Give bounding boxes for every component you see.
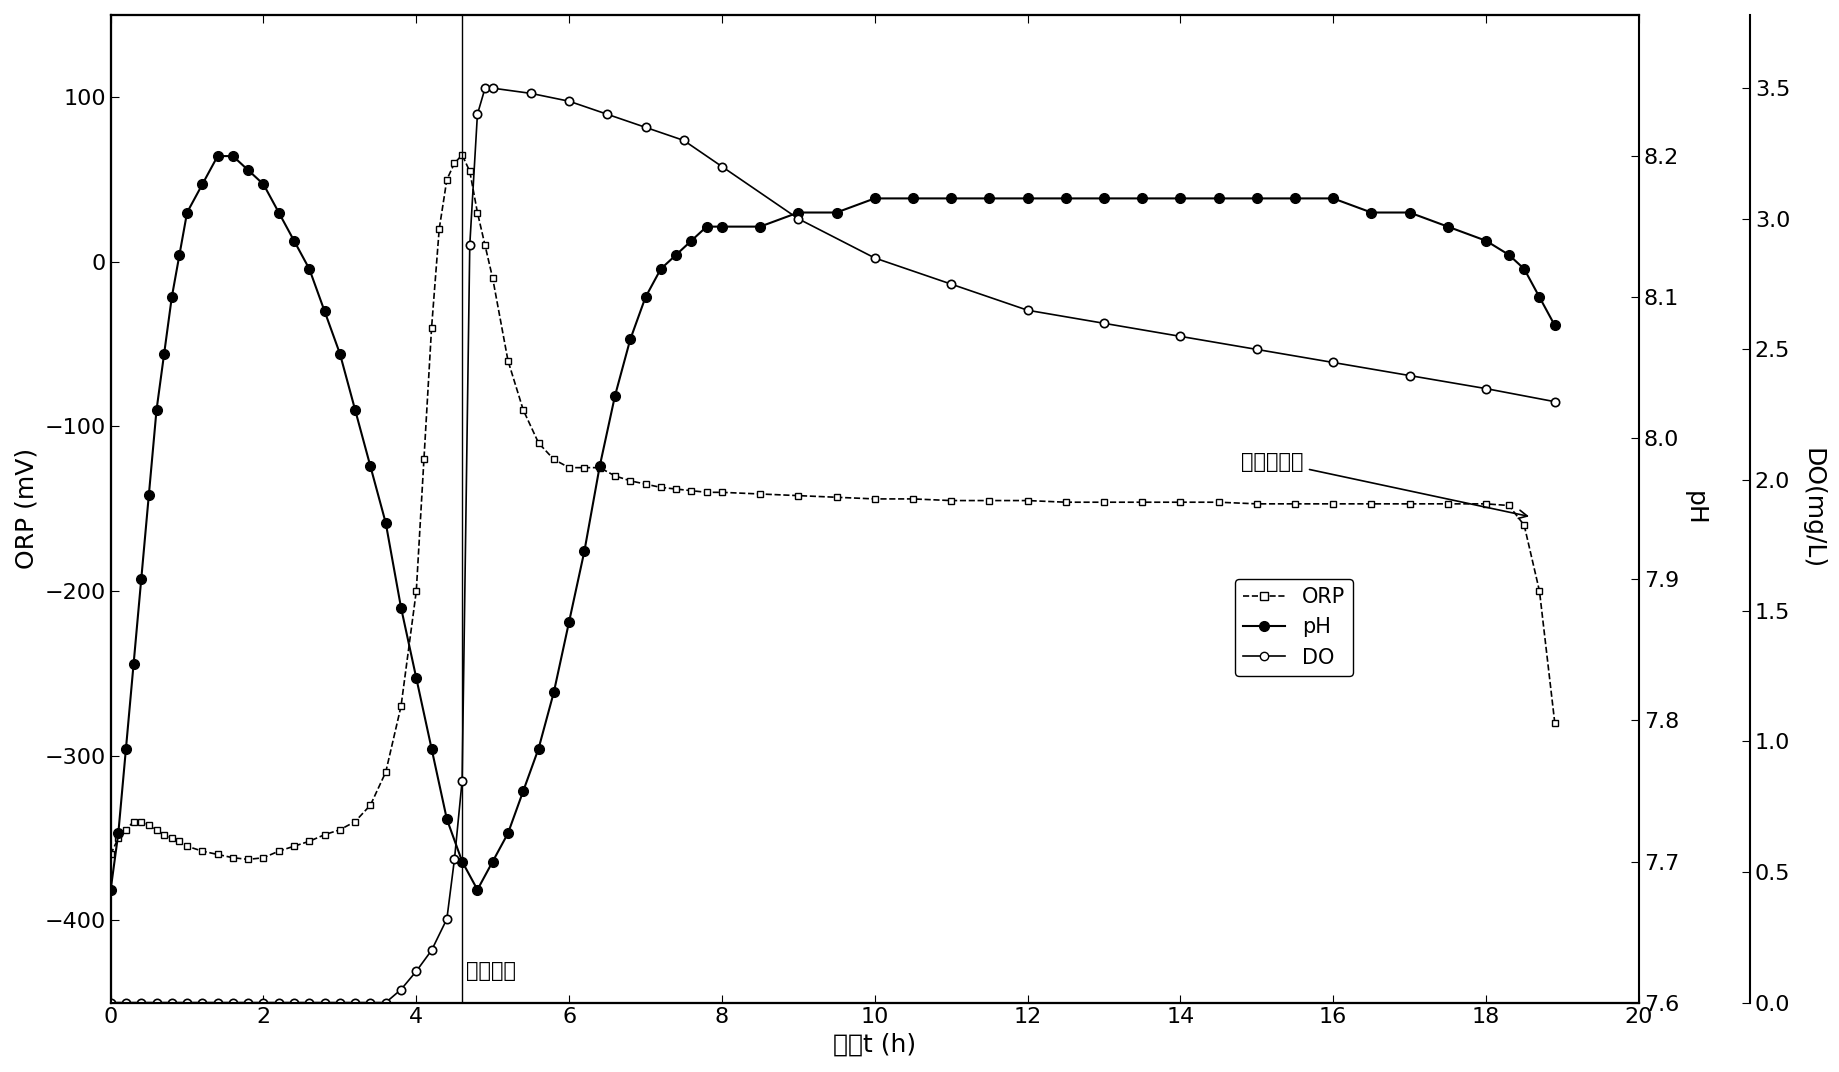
- X-axis label: 时间t (h): 时间t (h): [833, 1033, 916, 1057]
- DO: [329, 996, 351, 1009]
- ORP: [1092, 495, 1114, 508]
- DO: [405, 965, 427, 978]
- ORP: [145, 823, 167, 836]
- DO: [862, 252, 885, 265]
- pH: [99, 883, 121, 896]
- DO: [1543, 396, 1565, 408]
- pH: [1543, 319, 1565, 332]
- DO: [375, 996, 397, 1009]
- pH: [1245, 192, 1267, 205]
- DO: [99, 996, 121, 1009]
- Line: pH: pH: [107, 151, 1559, 894]
- ORP: [237, 853, 259, 866]
- DO: [1398, 369, 1420, 382]
- DO: [237, 996, 259, 1009]
- DO: [710, 160, 732, 173]
- Line: ORP: ORP: [107, 151, 1558, 863]
- Y-axis label: pH: pH: [1683, 491, 1707, 526]
- DO: [223, 996, 245, 1009]
- DO: [474, 81, 497, 94]
- DO: [177, 996, 199, 1009]
- DO: [787, 212, 809, 225]
- DO: [298, 996, 320, 1009]
- DO: [160, 996, 182, 1009]
- pH: [283, 235, 305, 248]
- DO: [191, 996, 213, 1009]
- DO: [458, 238, 480, 251]
- ORP: [1543, 716, 1565, 729]
- Legend: ORP, pH, DO: ORP, pH, DO: [1234, 579, 1354, 676]
- DO: [145, 996, 167, 1009]
- Text: 确化终点: 确化终点: [465, 962, 515, 982]
- ORP: [1398, 497, 1420, 510]
- ORP: [1131, 495, 1153, 508]
- Y-axis label: ORP (mV): ORP (mV): [15, 448, 39, 569]
- DO: [1170, 330, 1192, 343]
- DO: [344, 996, 366, 1009]
- DO: [283, 996, 305, 1009]
- DO: [940, 278, 962, 291]
- Text: 反确化终点: 反确化终点: [1241, 451, 1526, 519]
- DO: [421, 944, 443, 957]
- DO: [252, 996, 274, 1009]
- DO: [557, 94, 579, 107]
- DO: [114, 996, 136, 1009]
- Y-axis label: DO(mg/L): DO(mg/L): [1800, 448, 1824, 569]
- DO: [131, 996, 153, 1009]
- pH: [1284, 192, 1306, 205]
- DO: [451, 774, 473, 787]
- DO: [520, 87, 543, 100]
- DO: [1475, 383, 1497, 396]
- ORP: [1206, 495, 1228, 508]
- DO: [1092, 317, 1114, 330]
- DO: [596, 108, 618, 121]
- DO: [1015, 303, 1037, 316]
- pH: [169, 249, 191, 262]
- DO: [634, 121, 657, 134]
- DO: [268, 996, 291, 1009]
- DO: [482, 81, 504, 94]
- pH: [620, 333, 642, 346]
- pH: [206, 150, 228, 163]
- ORP: [1015, 494, 1037, 507]
- ORP: [99, 848, 121, 861]
- DO: [436, 912, 458, 925]
- DO: [313, 996, 335, 1009]
- DO: [206, 996, 228, 1009]
- pH: [359, 460, 381, 473]
- DO: [465, 108, 487, 121]
- DO: [1322, 356, 1344, 369]
- DO: [1245, 343, 1267, 356]
- DO: [443, 852, 465, 865]
- DO: [673, 134, 695, 147]
- DO: [390, 983, 412, 996]
- Line: DO: DO: [107, 84, 1558, 1007]
- DO: [359, 996, 381, 1009]
- ORP: [451, 149, 473, 162]
